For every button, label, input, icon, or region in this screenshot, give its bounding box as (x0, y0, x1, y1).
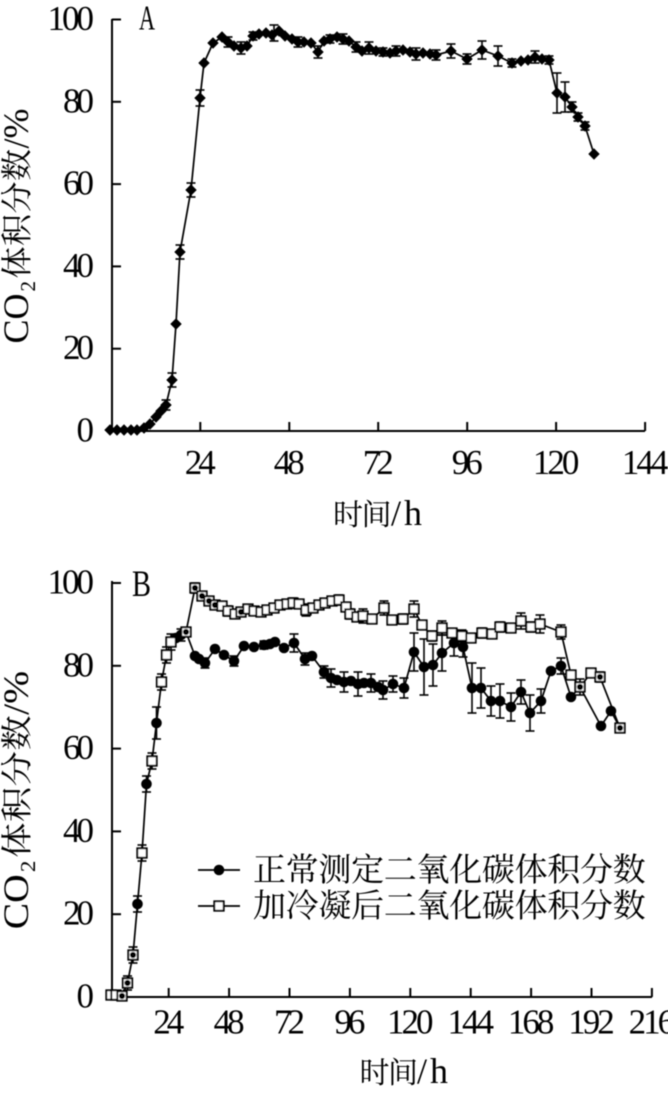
svg-text:192: 192 (568, 1003, 615, 1042)
svg-text:80: 80 (63, 81, 94, 120)
svg-text:80: 80 (63, 645, 94, 684)
svg-text:/: / (417, 1051, 427, 1091)
svg-text:144: 144 (622, 443, 668, 482)
svg-text:96: 96 (334, 1003, 365, 1042)
svg-text:/%: /% (0, 671, 37, 715)
svg-text:20: 20 (63, 328, 94, 367)
svg-text:CO: CO (0, 293, 36, 343)
svg-text:96: 96 (452, 443, 483, 482)
svg-text:A: A (139, 0, 155, 38)
svg-text:48: 48 (274, 443, 305, 482)
svg-text:168: 168 (508, 1003, 555, 1042)
svg-text:40: 40 (63, 246, 94, 285)
svg-text:48: 48 (214, 1003, 245, 1042)
svg-text:100: 100 (48, 0, 95, 38)
svg-text:60: 60 (63, 728, 94, 767)
svg-text:120: 120 (533, 443, 580, 482)
svg-text:/%: /% (0, 109, 36, 149)
svg-text:B: B (132, 564, 151, 605)
svg-text:120: 120 (387, 1003, 434, 1042)
svg-text:h: h (404, 493, 422, 533)
svg-text:216: 216 (629, 1003, 668, 1042)
svg-text:72: 72 (274, 1003, 305, 1042)
svg-text:24: 24 (185, 443, 216, 482)
svg-text:0: 0 (77, 411, 95, 450)
svg-text:0: 0 (77, 977, 95, 1016)
svg-text:24: 24 (153, 1003, 184, 1042)
svg-text:/: / (391, 493, 401, 533)
svg-text:72: 72 (363, 443, 394, 482)
svg-text:100: 100 (48, 563, 95, 602)
svg-text:2: 2 (16, 861, 40, 873)
svg-text:2: 2 (16, 281, 40, 292)
svg-text:60: 60 (63, 164, 94, 203)
svg-text:20: 20 (63, 894, 94, 933)
svg-text:h: h (430, 1051, 448, 1091)
svg-text:144: 144 (447, 1003, 494, 1042)
svg-text:40: 40 (63, 811, 94, 850)
svg-text:CO: CO (0, 874, 37, 929)
